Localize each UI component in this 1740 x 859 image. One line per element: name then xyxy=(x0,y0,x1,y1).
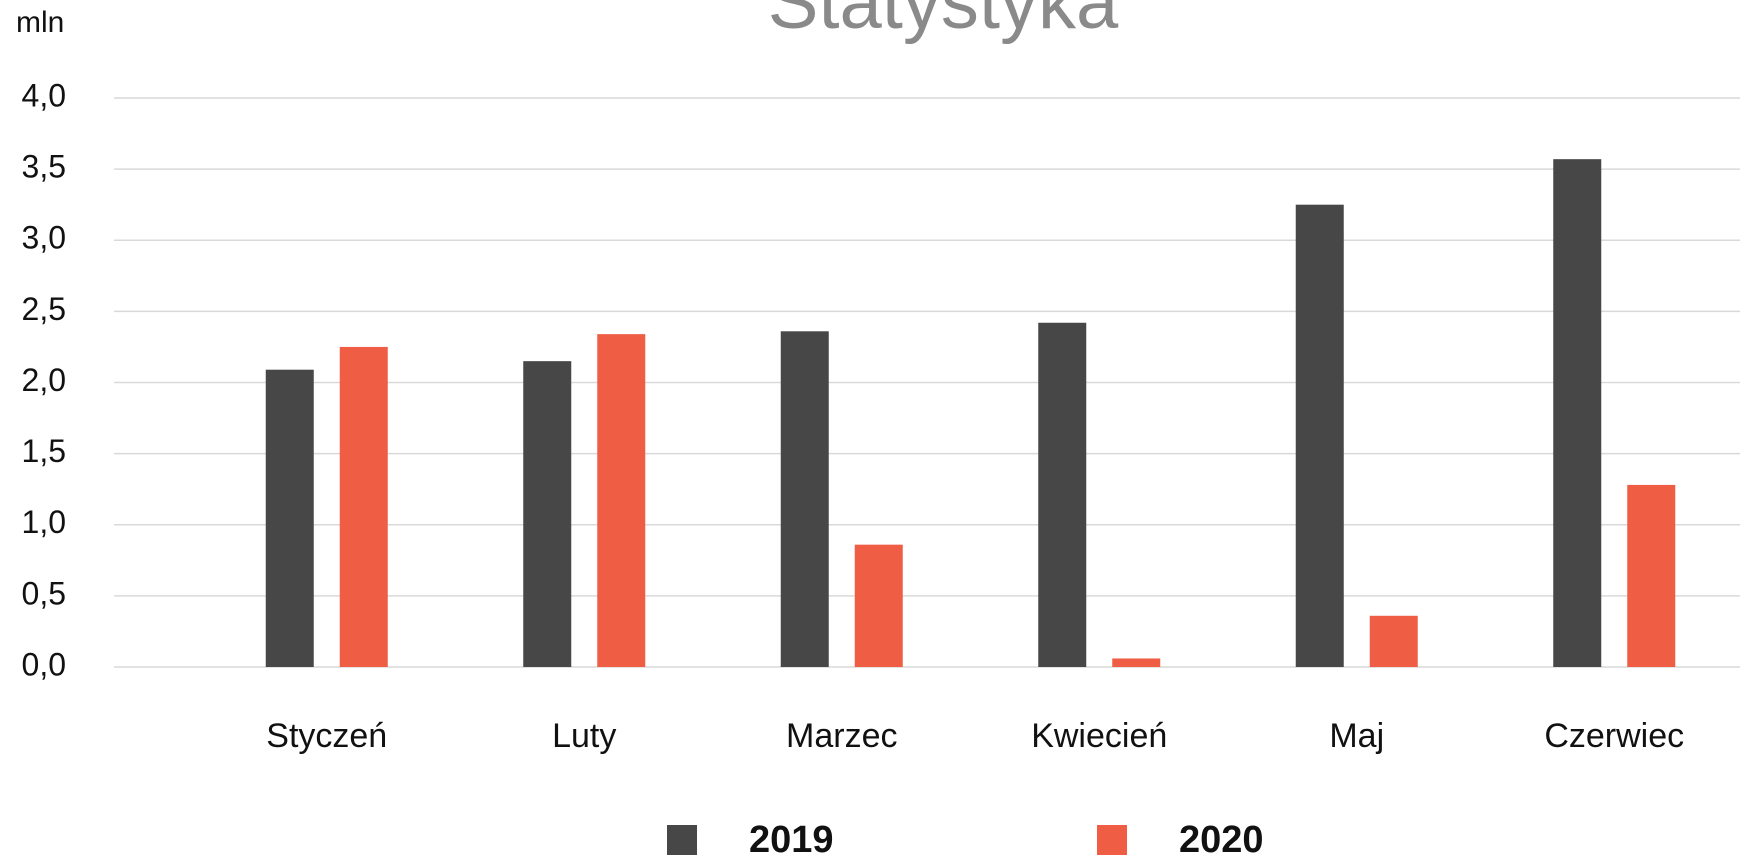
y-tick-label: 1,0 xyxy=(22,504,66,540)
legend-label: 2020 xyxy=(1179,819,1264,859)
y-tick-label: 0,5 xyxy=(22,575,66,611)
x-tick-label: Marzec xyxy=(786,717,897,755)
bar xyxy=(1038,322,1087,667)
legend-label: 2019 xyxy=(749,819,834,859)
y-tick-label: 2,0 xyxy=(22,362,66,398)
y-tick-label: 2,5 xyxy=(22,291,66,327)
bar xyxy=(523,361,572,667)
y-axis-label: mln xyxy=(16,6,64,39)
x-tick-label: Czerwiec xyxy=(1544,717,1684,755)
y-tick-label: 0,0 xyxy=(22,646,66,682)
bar xyxy=(1295,204,1344,667)
bar xyxy=(780,331,829,667)
bar xyxy=(265,369,314,667)
y-tick-label: 1,5 xyxy=(22,433,66,469)
x-tick-label: Styczeń xyxy=(266,717,387,755)
bar xyxy=(339,346,388,667)
legend-swatch xyxy=(1097,825,1127,855)
bar xyxy=(1112,658,1161,667)
bar xyxy=(854,544,903,667)
bar xyxy=(1553,159,1602,668)
x-tick-label: Kwiecień xyxy=(1031,717,1167,755)
y-tick-label: 4,0 xyxy=(22,77,66,113)
x-tick-label: Luty xyxy=(552,717,616,755)
bar xyxy=(597,334,646,667)
bar xyxy=(1369,615,1418,667)
x-tick-label: Maj xyxy=(1329,717,1384,755)
y-tick-label: 3,0 xyxy=(22,220,66,256)
y-tick-label: 3,5 xyxy=(22,149,66,185)
bar xyxy=(1627,484,1676,667)
legend-swatch xyxy=(667,825,697,855)
chart-title: Statystyka xyxy=(768,0,1119,45)
